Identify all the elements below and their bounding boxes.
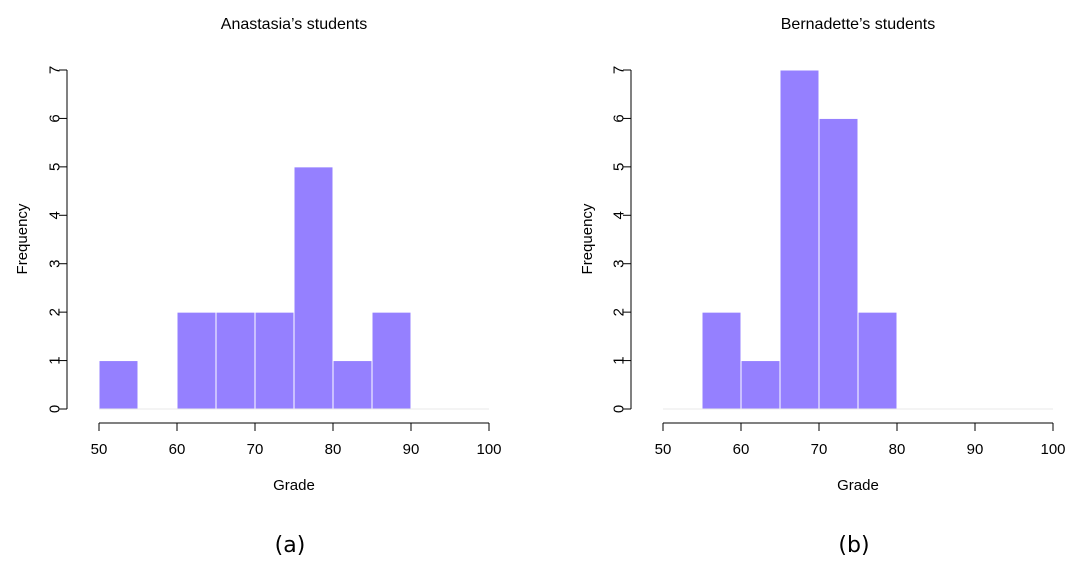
y-tick-label: 6 <box>47 114 64 122</box>
y-tick-label: 7 <box>47 66 64 74</box>
y-tick-label: 4 <box>611 211 628 219</box>
x-tick-label: 100 <box>476 441 501 458</box>
x-tick-label: 60 <box>733 441 750 458</box>
x-tick-label: 80 <box>889 441 906 458</box>
x-axis-label: Grade <box>273 477 315 494</box>
y-tick-label: 1 <box>47 356 64 364</box>
histogram-b: Bernadette’s students 50 60 70 80 90 100 0 1 2 3… <box>579 16 1066 494</box>
x-axis: 50 60 70 80 90 100 <box>655 422 1066 458</box>
sub-caption-a: (a) <box>274 533 306 558</box>
y-tick-label: 4 <box>47 211 64 219</box>
chart-title: Anastasia’s students <box>221 16 367 33</box>
y-axis-label: Frequency <box>579 203 596 274</box>
x-tick-label: 70 <box>811 441 828 458</box>
x-axis: 50 60 70 80 90 100 <box>91 422 502 458</box>
y-tick-label: 2 <box>47 308 64 316</box>
y-tick-label: 5 <box>611 163 628 171</box>
y-tick-label: 7 <box>611 66 628 74</box>
y-tick-label: 0 <box>611 405 628 413</box>
histogram-bar <box>371 311 412 410</box>
y-tick-label: 1 <box>611 356 628 364</box>
x-tick-label: 50 <box>91 441 108 458</box>
histogram-bar <box>701 311 742 410</box>
histogram-bar <box>254 311 295 410</box>
y-tick-label: 3 <box>47 260 64 268</box>
histogram-bar <box>740 360 781 410</box>
histogram-bar <box>98 360 139 410</box>
x-tick-label: 60 <box>169 441 186 458</box>
x-axis-label: Grade <box>837 477 879 494</box>
y-axis: 0 1 2 3 4 5 6 7 <box>611 66 632 413</box>
histogram-bar <box>293 166 334 410</box>
x-tick-label: 100 <box>1040 441 1065 458</box>
histogram-bar <box>215 311 256 410</box>
histogram-panel-a: Anastasia’s students 50 60 70 80 90 100 0 1 2 3 4… <box>14 16 502 558</box>
histogram-bar <box>818 117 859 410</box>
x-tick-label: 90 <box>967 441 984 458</box>
x-tick-label: 70 <box>247 441 264 458</box>
y-tick-label: 5 <box>47 163 64 171</box>
y-tick-label: 6 <box>611 114 628 122</box>
histogram-bar <box>857 311 898 410</box>
chart-title: Bernadette’s students <box>781 16 935 33</box>
y-axis-label: Frequency <box>14 203 31 274</box>
y-tick-label: 0 <box>47 405 64 413</box>
y-tick-label: 2 <box>611 308 628 316</box>
histogram-panel-b: Bernadette’s students 50 60 70 80 90 100 0 1 2 3… <box>536 0 1072 566</box>
histogram-bar <box>779 69 820 410</box>
histogram-bar <box>332 360 373 410</box>
bars <box>701 69 898 410</box>
histogram-bar <box>176 311 217 410</box>
y-tick-label: 3 <box>611 260 628 268</box>
bars <box>98 166 412 410</box>
x-tick-label: 80 <box>325 441 342 458</box>
x-tick-label: 90 <box>403 441 420 458</box>
sub-caption-b: (b) <box>838 533 870 558</box>
x-tick-label: 50 <box>655 441 672 458</box>
histogram-a: Anastasia’s students 50 60 70 80 90 100 0 1 2 3 4… <box>14 16 502 494</box>
y-axis: 0 1 2 3 4 5 6 7 <box>47 66 68 413</box>
